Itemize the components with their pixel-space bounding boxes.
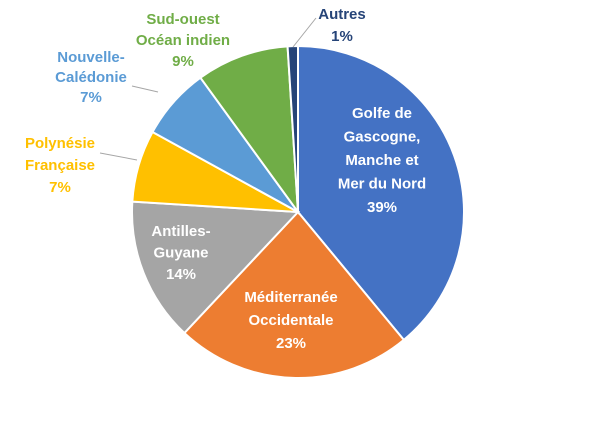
slice-label-3: Française	[25, 157, 95, 174]
slice-pct-label-3: 7%	[49, 179, 71, 196]
pie-slice-2	[131, 200, 301, 335]
leader-line-6	[292, 17, 317, 48]
slice-label-2: Antilles-	[151, 223, 210, 240]
slice-label-4: Calédonie	[55, 69, 127, 86]
pie-slice-0	[297, 44, 465, 342]
pie-slice-5	[199, 45, 300, 216]
slice-label-5: Océan indien	[136, 32, 230, 49]
slice-label-1: Méditerranée	[244, 289, 337, 306]
slice-label-5: Sud-ouest	[146, 11, 219, 28]
slice-label-2: Guyane	[153, 245, 208, 262]
slice-pct-label-1: 23%	[276, 335, 306, 352]
slice-label-6: Autres	[318, 6, 366, 23]
slice-pct-label-0: 39%	[367, 199, 397, 216]
slice-pct-label-4: 7%	[80, 89, 102, 106]
slice-label-0: Gascogne,	[344, 129, 421, 146]
slice-label-0: Golfe de	[352, 105, 412, 122]
pie-slice-6	[286, 44, 299, 213]
leader-line-3	[99, 152, 138, 161]
leader-line-4	[131, 85, 159, 93]
slice-label-4: Nouvelle-	[57, 49, 125, 66]
slice-pct-label-6: 1%	[331, 28, 353, 45]
slice-label-1: Occidentale	[248, 312, 333, 329]
slice-label-0: Mer du Nord	[338, 176, 426, 193]
slice-pct-label-5: 9%	[172, 53, 194, 70]
slice-pct-label-2: 14%	[166, 266, 196, 283]
pie-slice-1	[182, 210, 406, 379]
slice-label-3: Polynésie	[25, 135, 95, 152]
slice-label-0: Manche et	[345, 152, 418, 169]
